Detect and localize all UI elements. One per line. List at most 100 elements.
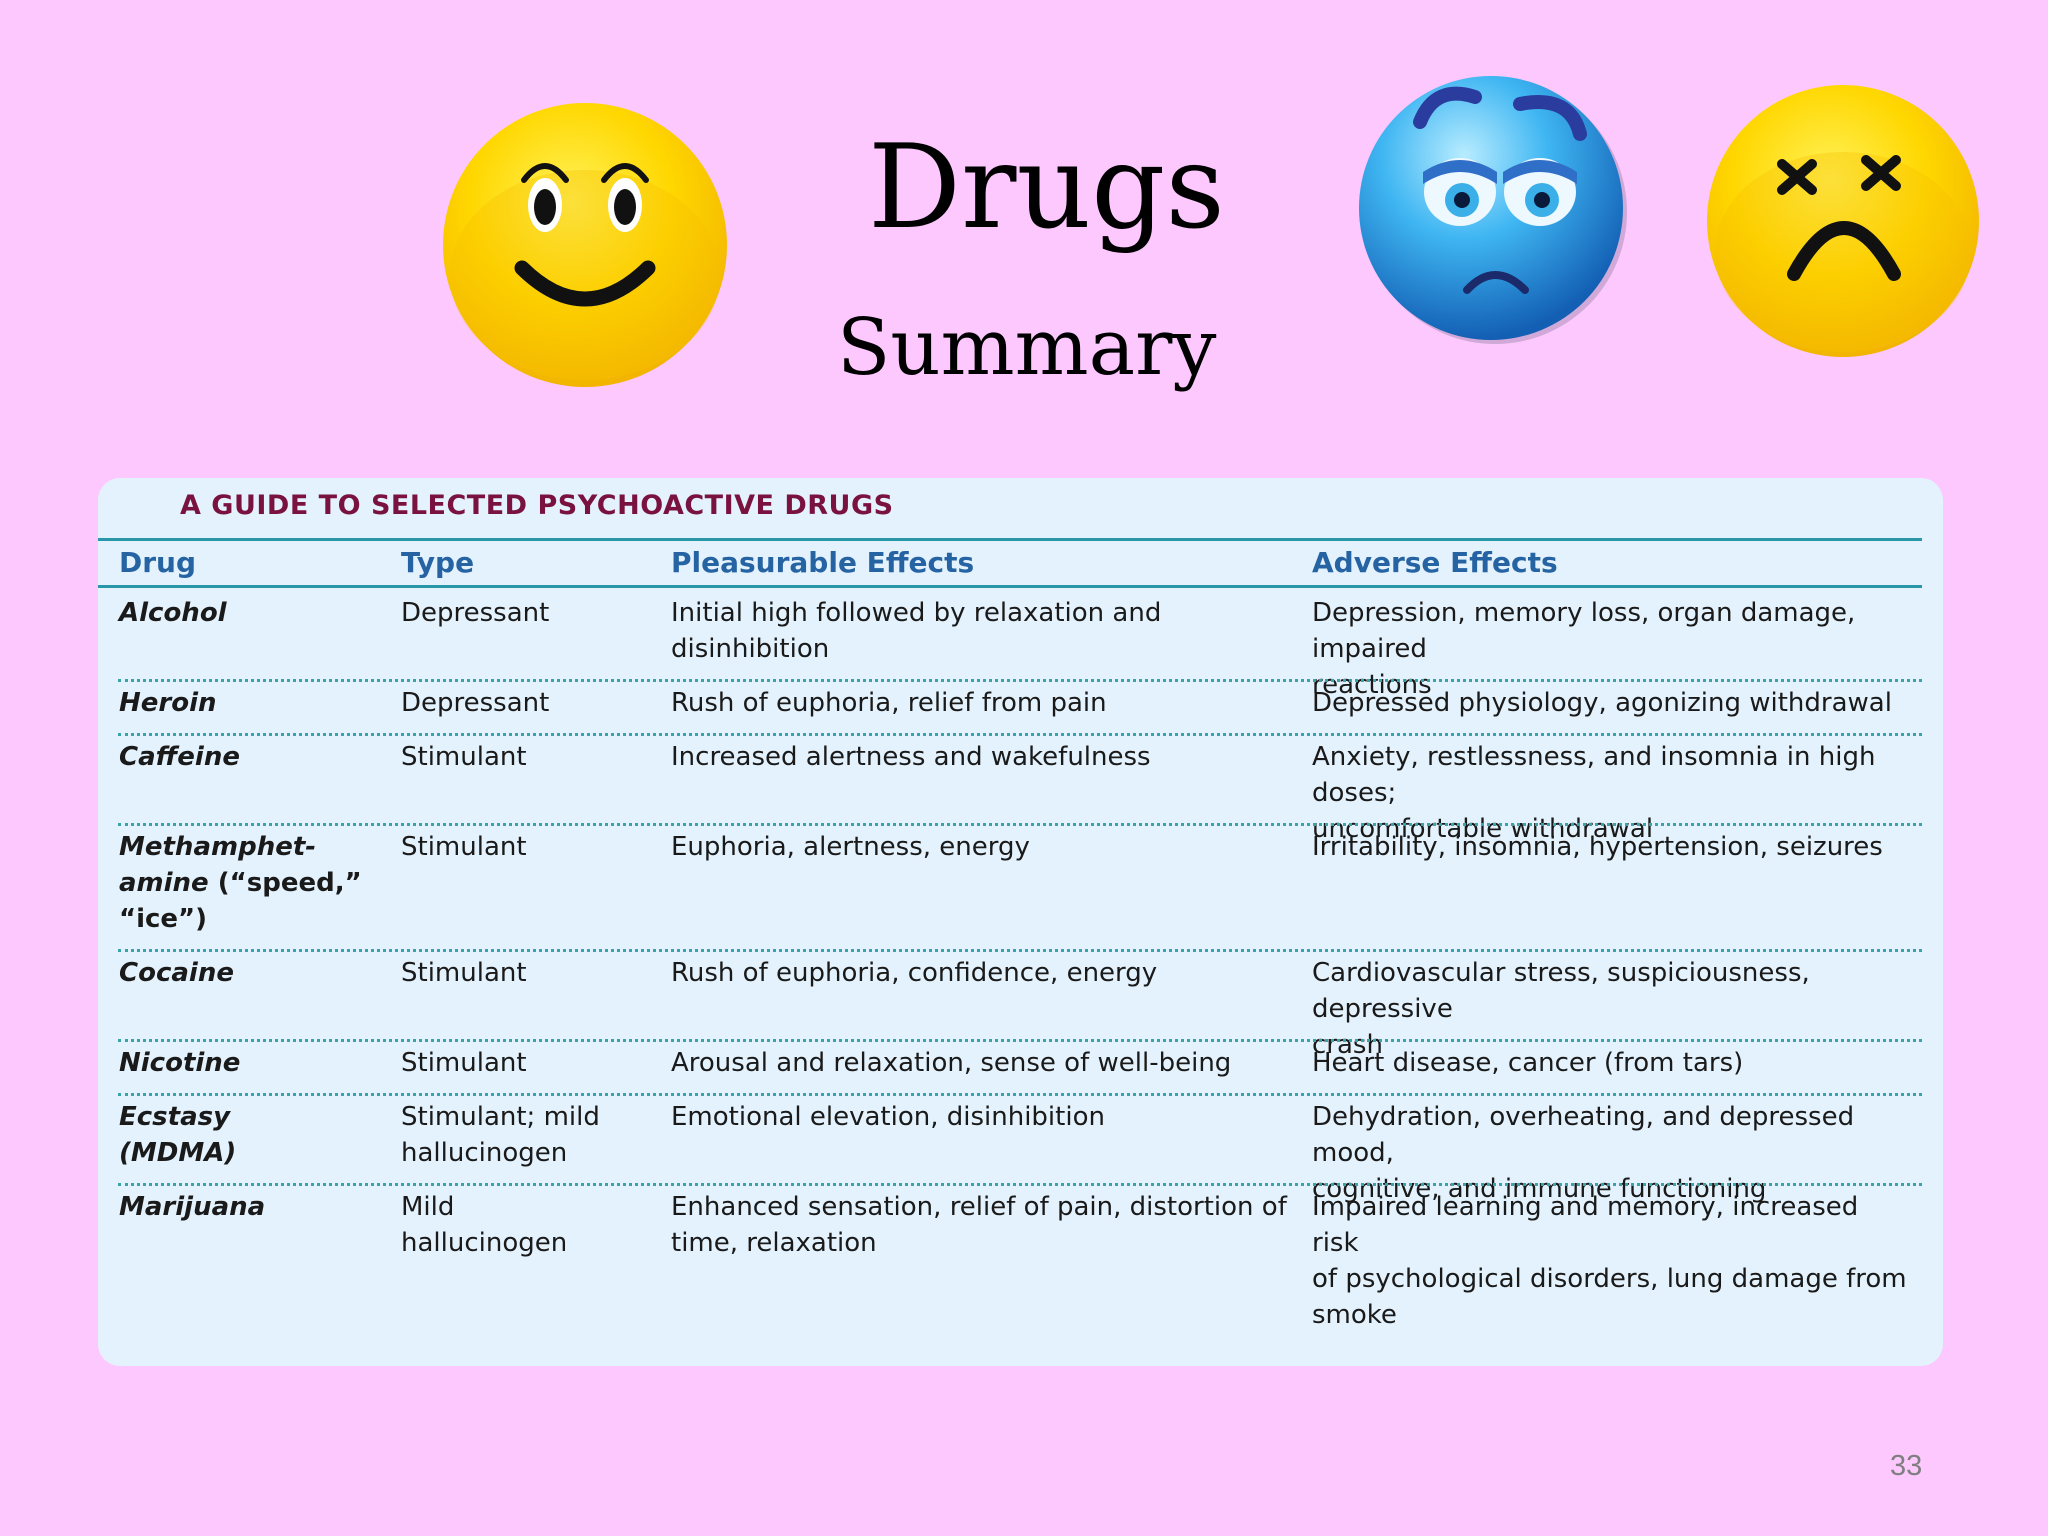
pleasurable-effects-cell: Initial high followed by relaxation and d… xyxy=(671,595,1291,667)
pleasurable-effects-line: Arousal and relaxation, sense of well-be… xyxy=(671,1048,1232,1078)
adverse-effects-line: Cardiovascular stress, suspiciousness, d… xyxy=(1312,958,1810,1024)
drug-type-line: Stimulant xyxy=(401,958,527,988)
drug-type-line: hallucinogen xyxy=(401,1228,568,1258)
drug-type-line: Depressant xyxy=(401,688,550,718)
pleasurable-effects-line: Rush of euphoria, relief from pain xyxy=(671,688,1107,718)
adverse-effects-line: Depression, memory loss, organ damage, i… xyxy=(1312,598,1856,664)
column-header-drug: Drug xyxy=(119,546,197,579)
adverse-effects-cell: Depression, memory loss, organ damage, i… xyxy=(1312,595,1912,703)
adverse-effects-line: Heart disease, cancer (from tars) xyxy=(1312,1048,1744,1078)
adverse-effects-line: Irritability, insomnia, hypertension, se… xyxy=(1312,832,1883,862)
adverse-effects-line: reactions xyxy=(1312,670,1432,700)
pleasurable-effects-cell: Rush of euphoria, confidence, energy xyxy=(671,955,1291,991)
drug-type-line: Mild xyxy=(401,1192,455,1222)
psychoactive-drugs-guide-table: A GUIDE TO SELECTED PSYCHOACTIVE DRUGS D… xyxy=(98,478,1943,1366)
adverse-effects-cell: Anxiety, restlessness, and insomnia in h… xyxy=(1312,739,1912,847)
drug-type-cell: Mild hallucinogen xyxy=(401,1189,651,1261)
adverse-effects-cell: Depressed physiology, agonizing withdraw… xyxy=(1312,685,1912,721)
adverse-effects-line: Depressed physiology, agonizing withdraw… xyxy=(1312,688,1892,718)
drug-name-line: (MDMA) xyxy=(119,1138,237,1168)
drug-type-cell: Stimulant xyxy=(401,955,651,991)
adverse-effects-line: Anxiety, restlessness, and insomnia in h… xyxy=(1312,742,1876,808)
table-header-rule xyxy=(98,585,1922,588)
column-header-type: Type xyxy=(401,546,475,579)
row-divider xyxy=(118,679,1922,682)
drug-name-cell: Ecstasy (MDMA) xyxy=(119,1099,379,1171)
pleasurable-effects-cell: Enhanced sensation, relief of pain, dist… xyxy=(671,1189,1291,1261)
row-divider xyxy=(118,823,1922,826)
drug-name-cell: Alcohol xyxy=(119,595,379,631)
drug-name-line: Cocaine xyxy=(119,958,234,988)
drug-name-cell: Marijuana xyxy=(119,1189,379,1225)
slide-subtitle: Summary xyxy=(837,303,1217,393)
drug-name-cell: Caffeine xyxy=(119,739,379,775)
drug-type-line: Stimulant xyxy=(401,742,527,772)
pleasurable-effects-cell: Emotional elevation, disinhibition xyxy=(671,1099,1291,1135)
pleasurable-effects-line: Enhanced sensation, relief of pain, dist… xyxy=(671,1192,1287,1222)
slide-title-text: Drugs xyxy=(868,120,1225,255)
adverse-effects-cell: Heart disease, cancer (from tars) xyxy=(1312,1045,1912,1081)
column-header-pleasurable-effects: Pleasurable Effects xyxy=(671,546,975,579)
drug-type-cell: Depressant xyxy=(401,595,651,631)
drug-name-line: Nicotine xyxy=(119,1048,241,1078)
adverse-effects-line: of psychological disorders, lung damage … xyxy=(1312,1264,1907,1294)
pleasurable-effects-line: Rush of euphoria, confidence, energy xyxy=(671,958,1158,988)
drug-name-line: Alcohol xyxy=(119,598,227,628)
adverse-effects-line: Impaired learning and memory, increased … xyxy=(1312,1192,1859,1258)
drug-type-line: Stimulant xyxy=(401,1048,527,1078)
adverse-effects-cell: Irritability, insomnia, hypertension, se… xyxy=(1312,829,1912,865)
adverse-effects-line: cognitive, and immune functioning xyxy=(1312,1174,1767,1204)
drug-name-line: Marijuana xyxy=(119,1192,266,1222)
drug-name-cell: Cocaine xyxy=(119,955,379,991)
drug-name-line: Heroin xyxy=(119,688,217,718)
row-divider xyxy=(118,1183,1922,1186)
adverse-effects-cell: Dehydration, overheating, and depressed … xyxy=(1312,1099,1912,1207)
dead-x-eyes-face-icon xyxy=(1707,85,1979,357)
pleasurable-effects-line: Increased alertness and wakefulness xyxy=(671,742,1151,772)
column-header-adverse-effects: Adverse Effects xyxy=(1312,546,1558,579)
sick-blue-face-icon xyxy=(1359,76,1627,344)
drug-street-name: “ice”) xyxy=(119,904,208,934)
pleasurable-effects-cell: Arousal and relaxation, sense of well-be… xyxy=(671,1045,1291,1081)
page-number: 33 xyxy=(1890,1450,1923,1482)
table-top-rule xyxy=(98,538,1922,541)
drug-type-cell: Stimulant xyxy=(401,1045,651,1081)
drug-type-cell: Stimulant xyxy=(401,829,651,865)
row-divider xyxy=(118,1039,1922,1042)
drug-type-line: Depressant xyxy=(401,598,550,628)
drug-name-cell: Heroin xyxy=(119,685,379,721)
drug-name-line: Methamphet- xyxy=(119,832,317,862)
row-divider xyxy=(118,949,1922,952)
adverse-effects-cell: Impaired learning and memory, increased … xyxy=(1312,1189,1912,1333)
drug-type-line: Stimulant xyxy=(401,832,527,862)
smiling-face-icon xyxy=(443,103,727,387)
drug-name-cell: Methamphet- amine (“speed,” “ice”) xyxy=(119,829,379,937)
adverse-effects-line: uncomfortable withdrawal xyxy=(1312,814,1654,844)
pleasurable-effects-line: Euphoria, alertness, energy xyxy=(671,832,1030,862)
drug-type-cell: Depressant xyxy=(401,685,651,721)
drug-street-name: (“speed,” xyxy=(217,868,362,898)
pleasurable-effects-line: Initial high followed by relaxation and xyxy=(671,598,1162,628)
drug-type-cell: Stimulant xyxy=(401,739,651,775)
adverse-effects-line: smoke xyxy=(1312,1300,1397,1330)
pleasurable-effects-line: Emotional elevation, disinhibition xyxy=(671,1102,1105,1132)
drug-name-cell: Nicotine xyxy=(119,1045,379,1081)
pleasurable-effects-cell: Rush of euphoria, relief from pain xyxy=(671,685,1291,721)
drug-type-cell: Stimulant; mild hallucinogen xyxy=(401,1099,651,1171)
drug-name-fragment: amine xyxy=(119,868,209,898)
drug-type-line: hallucinogen xyxy=(401,1138,568,1168)
adverse-effects-cell: Cardiovascular stress, suspiciousness, d… xyxy=(1312,955,1912,1063)
row-divider xyxy=(118,733,1922,736)
pleasurable-effects-cell: Euphoria, alertness, energy xyxy=(671,829,1291,865)
row-divider xyxy=(118,1093,1922,1096)
adverse-effects-line: Dehydration, overheating, and depressed … xyxy=(1312,1102,1855,1168)
table-heading: A GUIDE TO SELECTED PSYCHOACTIVE DRUGS xyxy=(180,490,894,521)
drug-name-line: Ecstasy xyxy=(119,1102,231,1132)
pleasurable-effects-cell: Increased alertness and wakefulness xyxy=(671,739,1291,775)
pleasurable-effects-line: time, relaxation xyxy=(671,1228,877,1258)
drug-name-line: amine (“speed,” xyxy=(119,865,379,901)
pleasurable-effects-line: disinhibition xyxy=(671,634,830,664)
drug-type-line: Stimulant; mild xyxy=(401,1102,600,1132)
drug-name-line: Caffeine xyxy=(119,742,240,772)
adverse-effects-line: crash xyxy=(1312,1030,1383,1060)
